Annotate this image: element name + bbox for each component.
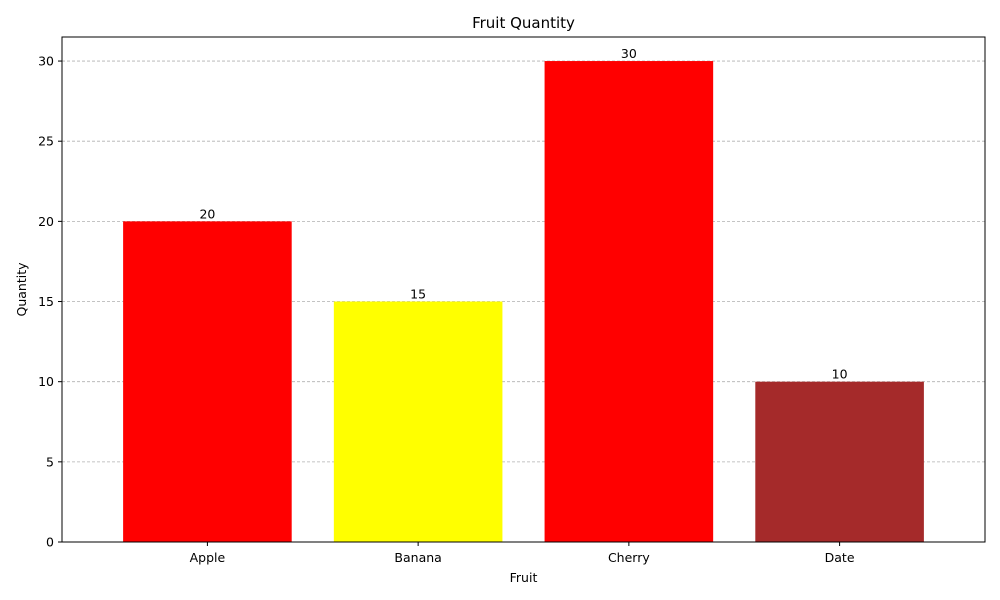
y-tick-label: 0: [46, 535, 54, 550]
bar-cherry: [544, 61, 714, 543]
y-tick-label: 25: [38, 134, 54, 149]
bar-apple: [123, 221, 292, 542]
data-labels: 20 15 30 10: [199, 46, 847, 382]
x-tick-label: Banana: [394, 550, 441, 565]
plot-frame: [61, 36, 986, 543]
y-axis-label: Quantity: [14, 262, 29, 317]
y-axis-ticks: 0 5 10 15 20 25 30: [38, 54, 62, 550]
data-label-date: 10: [832, 367, 848, 382]
y-tick-label: 15: [38, 294, 54, 309]
y-tick-label: 5: [46, 454, 54, 469]
bar-date: [755, 381, 924, 542]
y-tick-label: 20: [38, 214, 54, 229]
x-axis-ticks: Apple Banana Cherry Date: [190, 542, 855, 565]
data-label-cherry: 30: [621, 46, 637, 61]
data-label-apple: 20: [199, 206, 215, 221]
x-tick-label: Apple: [190, 550, 226, 565]
y-tick-label: 10: [38, 374, 54, 389]
x-axis-label: Fruit: [510, 570, 538, 585]
chart-title: Fruit Quantity: [472, 14, 575, 32]
bars: [123, 61, 924, 543]
bar-banana: [333, 301, 503, 542]
y-tick-label: 30: [38, 54, 54, 69]
x-tick-label: Cherry: [608, 550, 650, 565]
x-tick-label: Date: [825, 550, 855, 565]
data-label-banana: 15: [410, 287, 426, 302]
